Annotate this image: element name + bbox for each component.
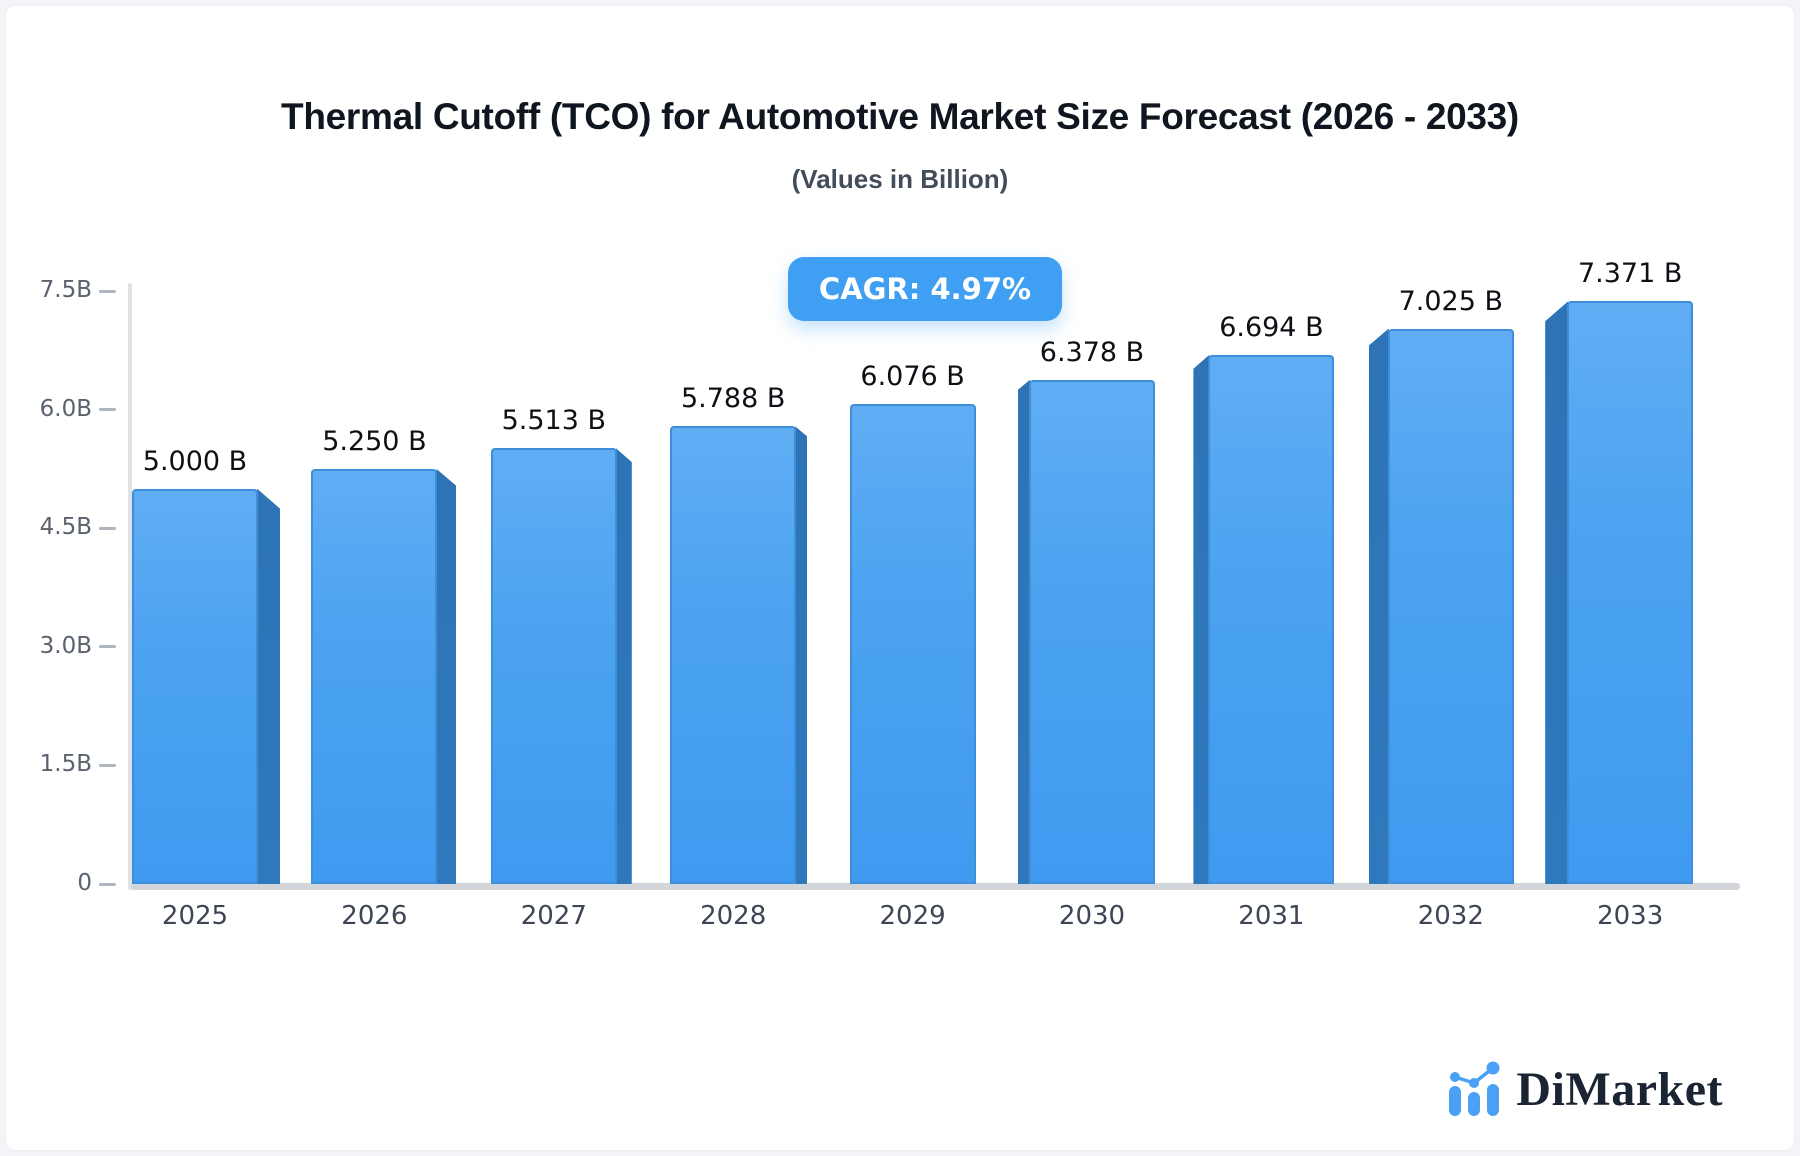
- bar-side-2028: [795, 426, 808, 884]
- y-tick-label: 0: [77, 870, 92, 896]
- y-tick-dash: [99, 526, 116, 530]
- x-tick-label-2027: 2027: [520, 901, 587, 931]
- page-subtitle: (Values in Billion): [791, 164, 1009, 194]
- bar-2033: [1567, 301, 1694, 884]
- bar-2032: [1387, 328, 1514, 884]
- y-tick-label: 6.0B: [39, 395, 92, 422]
- bar-2029: [849, 403, 976, 884]
- y-tick-dash: [99, 763, 116, 767]
- x-axis-line: [131, 883, 1740, 890]
- logo-text: DiMarket: [1516, 1062, 1723, 1116]
- x-tick-label-2031: 2031: [1238, 901, 1305, 931]
- bar-2031: [1208, 354, 1335, 884]
- bar-value-label-2029: 6.076 B: [860, 360, 965, 392]
- bar-2028: [670, 426, 797, 884]
- logo-chart-icon: [1446, 1060, 1504, 1118]
- bar-2025: [132, 488, 258, 884]
- bar-value-label-2030: 6.378 B: [1039, 336, 1145, 368]
- bar-side-2030: [1018, 379, 1030, 884]
- y-tick-label: 1.5B: [39, 751, 92, 778]
- bar-value-label-2031: 6.694 B: [1219, 311, 1324, 343]
- x-tick-label-2029: 2029: [879, 901, 946, 931]
- bar-value-label-2026: 5.250 B: [322, 425, 427, 457]
- bar-side-2031: [1193, 354, 1210, 884]
- page-title: Thermal Cutoff (TCO) for Automotive Mark…: [281, 96, 1519, 137]
- bar-2030: [1029, 379, 1155, 884]
- y-tick-dash: [99, 645, 116, 649]
- bar-2026: [311, 468, 438, 884]
- x-tick-label-2032: 2032: [1417, 901, 1484, 931]
- y-tick-label: 3.0B: [39, 632, 92, 659]
- cagr-badge: CAGR: 4.97%: [788, 257, 1062, 321]
- bar-value-label-2027: 5.513 B: [501, 405, 606, 437]
- brand-logo: DiMarket: [1446, 1058, 1723, 1120]
- bar-side-2032: [1368, 328, 1389, 884]
- bar-side-2027: [615, 448, 632, 884]
- bar-value-label-2025: 5.000 B: [142, 445, 248, 477]
- bar-side-2025: [257, 488, 280, 884]
- bar-side-2026: [436, 468, 457, 884]
- x-tick-label-2028: 2028: [700, 901, 767, 931]
- y-tick-dash: [99, 408, 116, 412]
- bar-side-2033: [1545, 301, 1569, 884]
- x-tick-label-2025: 2025: [161, 901, 229, 931]
- y-tick-label: 4.5B: [39, 514, 92, 541]
- y-tick-dash: [99, 289, 116, 293]
- bar-2027: [490, 448, 617, 884]
- y-tick-label: 7.5B: [39, 277, 92, 303]
- y-axis-line: [128, 283, 132, 890]
- x-tick-label-2033: 2033: [1597, 901, 1664, 931]
- bar-value-label-2032: 7.025 B: [1398, 285, 1503, 317]
- bar-value-label-2033: 7.371 B: [1577, 258, 1683, 290]
- y-tick-dash: [99, 882, 116, 886]
- x-tick-label-2026: 2026: [341, 901, 408, 931]
- bar-value-label-2028: 5.788 B: [680, 383, 786, 415]
- x-tick-label-2030: 2030: [1058, 901, 1126, 931]
